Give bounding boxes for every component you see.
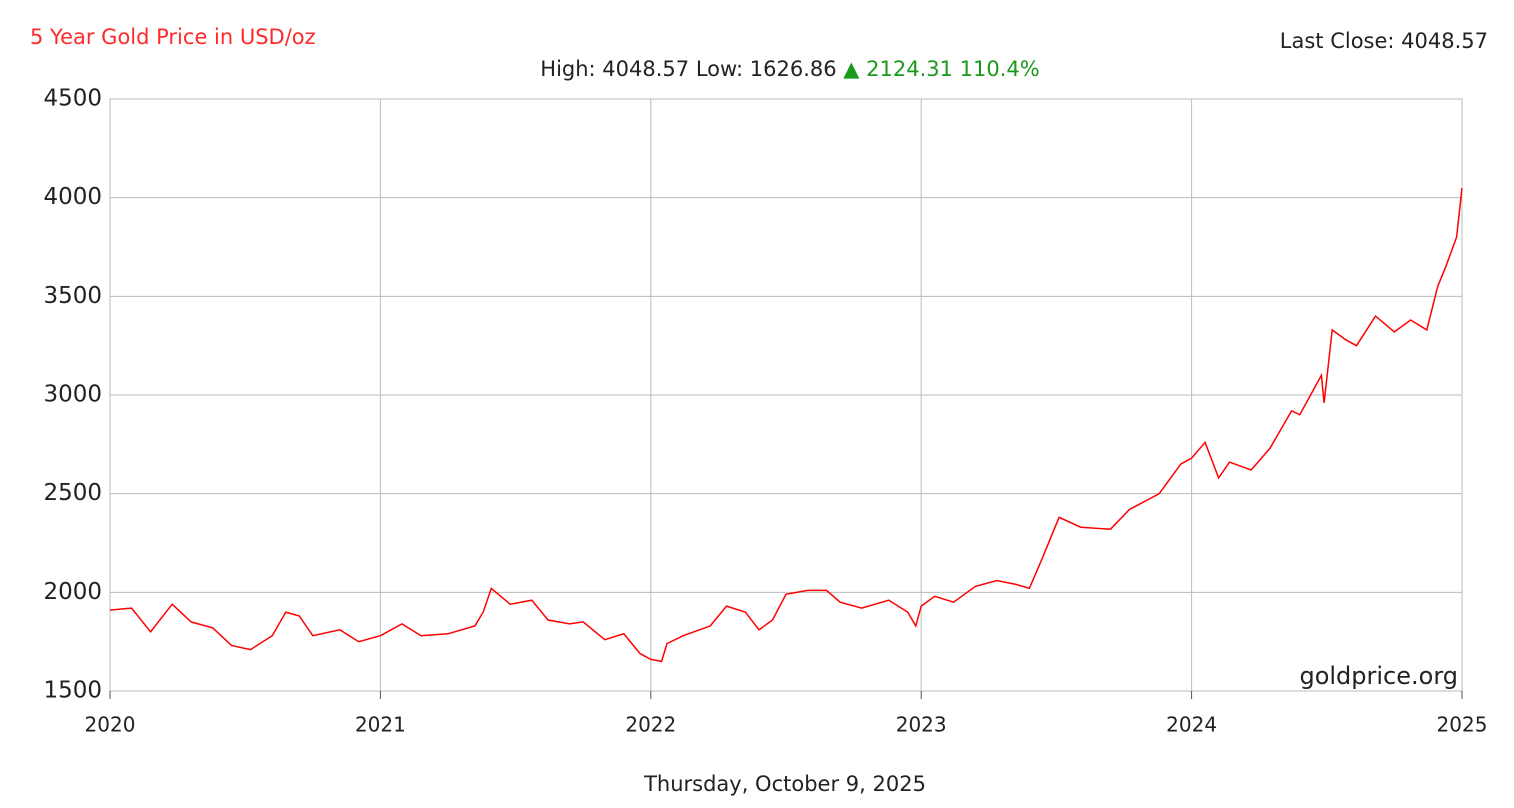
y-tick-label: 4000	[43, 184, 102, 210]
y-tick-label: 2500	[43, 480, 102, 506]
chart-title: 5 Year Gold Price in USD/oz	[30, 25, 316, 49]
change: ▲ 2124.31 110.4%	[843, 57, 1039, 81]
date: Thursday, October 9, 2025	[643, 772, 926, 796]
x-tick-label: 2025	[1437, 713, 1488, 737]
last-close: Last Close: 4048.57	[1280, 29, 1488, 53]
price-line	[109, 188, 1463, 663]
high-low: High: 4048.57 Low: 1626.86	[540, 57, 836, 81]
watermark: goldprice.org	[1299, 662, 1458, 690]
y-tick-label: 2000	[43, 579, 102, 605]
stats: High: 4048.57 Low: 1626.86 ▲ 2124.31 110…	[540, 57, 1039, 81]
x-tick-label: 2023	[896, 713, 947, 737]
x-tick-label: 2024	[1166, 713, 1217, 737]
y-tick-label: 4500	[43, 86, 102, 112]
y-tick-label: 3000	[43, 382, 102, 408]
x-tick-label: 2020	[85, 713, 136, 737]
x-tick-label: 2022	[625, 713, 676, 737]
x-tick-label: 2021	[355, 713, 406, 737]
y-tick-label: 3500	[43, 283, 102, 309]
y-tick-label: 1500	[43, 678, 102, 704]
